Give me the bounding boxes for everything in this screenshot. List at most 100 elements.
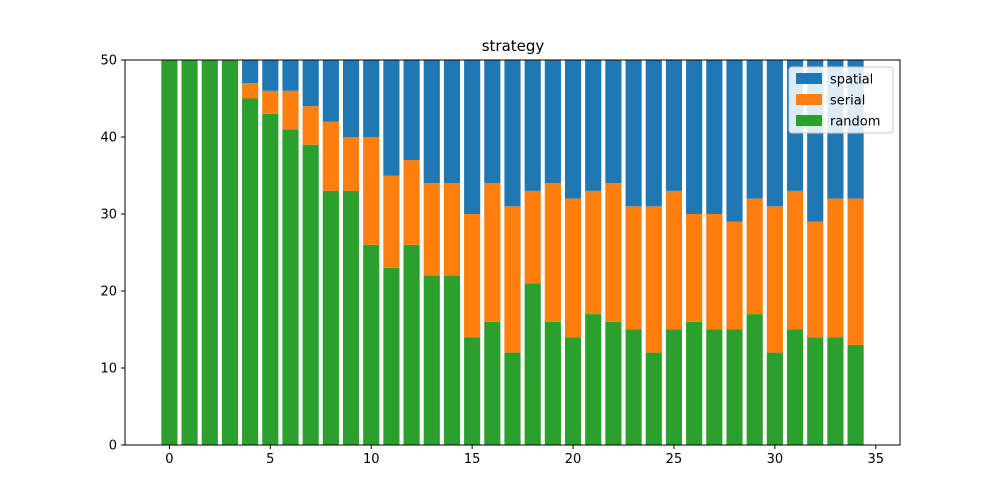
y-tick-label-10: 10 (100, 362, 117, 377)
bar-random-7 (302, 144, 319, 445)
bar-random-21 (585, 314, 602, 445)
bar-serial-20 (564, 198, 582, 338)
bar-serial-19 (544, 183, 561, 322)
legend-label-random: random (830, 115, 880, 130)
bar-random-14 (443, 275, 461, 445)
bar-serial-10 (363, 137, 380, 245)
bar-serial-32 (807, 221, 824, 338)
bar-random-28 (726, 329, 743, 445)
bar-random-22 (605, 321, 622, 445)
bar-random-17 (504, 352, 521, 445)
bar-random-33 (827, 337, 844, 445)
legend-swatch-spatial (796, 73, 822, 84)
bar-serial-22 (605, 183, 622, 322)
x-tick-label-20: 20 (565, 452, 582, 467)
bar-serial-25 (665, 190, 683, 330)
bar-random-26 (686, 321, 703, 445)
legend: spatial serial random (788, 66, 894, 134)
bar-spatial-23 (625, 60, 642, 207)
bar-random-31 (786, 329, 804, 445)
bar-spatial-17 (504, 60, 521, 207)
plot-frame (124, 59, 901, 446)
bar-spatial-12 (403, 60, 420, 161)
bar-serial-14 (443, 183, 461, 276)
bar-spatial-29 (746, 60, 763, 199)
bar-serial-23 (625, 206, 642, 330)
bar-serial-15 (464, 214, 481, 338)
bar-serial-30 (766, 206, 783, 353)
bar-random-20 (564, 337, 582, 445)
bar-random-1 (181, 60, 198, 445)
chart-title: strategy (482, 37, 545, 55)
bar-serial-12 (403, 160, 420, 245)
bar-serial-29 (746, 198, 763, 315)
x-tick-label-30: 30 (767, 452, 784, 467)
bar-random-0 (161, 60, 178, 445)
bar-spatial-25 (665, 60, 683, 191)
bar-serial-6 (282, 90, 299, 130)
bar-serial-16 (484, 183, 501, 322)
bar-random-25 (665, 329, 683, 445)
x-tick-label-10: 10 (363, 452, 380, 467)
x-tick-label-15: 15 (464, 452, 481, 467)
bar-spatial-30 (766, 60, 783, 207)
bar-random-29 (746, 314, 763, 445)
bars-group (161, 60, 864, 445)
bar-serial-27 (706, 214, 723, 330)
y-tick-label-40: 40 (100, 131, 117, 146)
bar-spatial-21 (585, 60, 602, 191)
bar-random-4 (242, 98, 259, 445)
bar-serial-17 (504, 206, 521, 353)
bar-serial-13 (423, 183, 440, 276)
bar-random-30 (766, 352, 783, 445)
bar-spatial-16 (484, 60, 501, 184)
bar-spatial-9 (342, 60, 360, 137)
bar-spatial-20 (564, 60, 582, 199)
bar-spatial-27 (706, 60, 723, 214)
legend-swatch-serial (796, 94, 822, 105)
bar-random-8 (322, 190, 339, 445)
y-tick-label-50: 50 (100, 54, 117, 69)
bar-spatial-7 (302, 60, 319, 107)
bar-spatial-10 (363, 60, 380, 137)
bar-spatial-28 (726, 60, 743, 222)
bar-random-19 (544, 321, 561, 445)
bar-random-3 (221, 60, 239, 445)
bar-random-34 (847, 344, 864, 445)
bar-spatial-11 (383, 60, 400, 176)
bar-serial-11 (383, 175, 400, 268)
bar-random-13 (423, 275, 440, 445)
bar-random-16 (484, 321, 501, 445)
bar-spatial-13 (423, 60, 440, 184)
legend-label-spatial: spatial (830, 73, 873, 88)
bar-spatial-26 (686, 60, 703, 214)
bar-random-5 (262, 113, 279, 445)
x-tick-label-0: 0 (165, 452, 173, 467)
y-tick-label-0: 0 (109, 439, 117, 454)
bar-spatial-18 (524, 60, 541, 191)
bar-random-23 (625, 329, 642, 445)
legend-label-serial: serial (830, 94, 865, 109)
bar-serial-28 (726, 221, 743, 330)
legend-swatch-random (796, 115, 822, 126)
bar-random-32 (807, 337, 824, 445)
bar-random-15 (464, 337, 481, 445)
bar-random-11 (383, 267, 400, 445)
bar-spatial-22 (605, 60, 622, 184)
bar-random-24 (645, 352, 662, 445)
bar-serial-33 (827, 198, 844, 338)
bar-spatial-4 (242, 60, 259, 84)
bar-random-18 (524, 283, 541, 445)
bar-random-12 (403, 244, 420, 445)
bar-serial-34 (847, 198, 864, 345)
bar-spatial-14 (443, 60, 461, 184)
bar-spatial-15 (464, 60, 481, 214)
bar-serial-7 (302, 106, 319, 145)
x-tick-label-5: 5 (266, 452, 274, 467)
bar-serial-9 (342, 137, 360, 191)
bar-random-2 (201, 60, 218, 445)
bar-random-9 (342, 190, 360, 445)
bar-serial-8 (322, 121, 339, 191)
bar-spatial-19 (544, 60, 561, 184)
